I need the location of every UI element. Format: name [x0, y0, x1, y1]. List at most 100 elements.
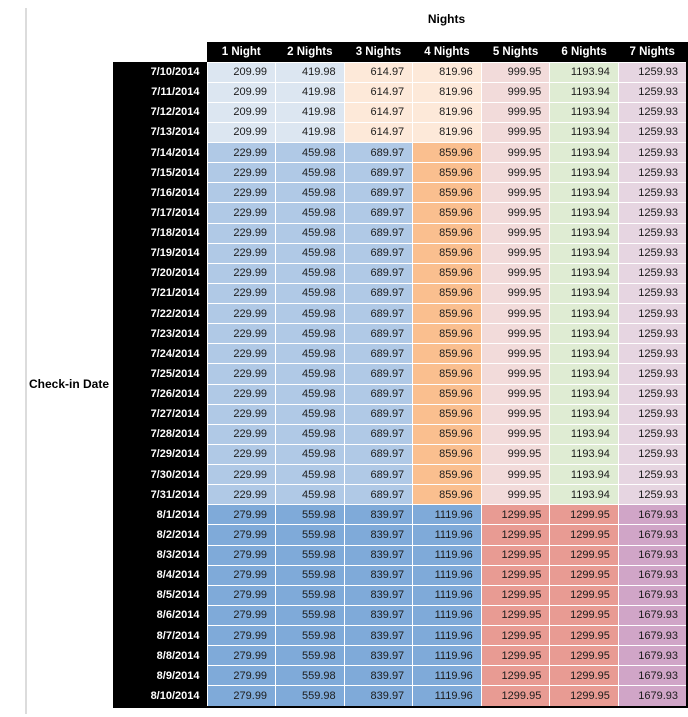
checkin-date-cell[interactable]: 7/30/2014 [113, 464, 207, 485]
price-cell[interactable]: 819.96 [412, 61, 482, 83]
price-cell[interactable]: 1119.96 [412, 604, 482, 627]
price-cell[interactable]: 999.95 [480, 423, 551, 445]
price-cell[interactable]: 1259.93 [617, 162, 688, 184]
price-cell[interactable]: 859.96 [412, 222, 482, 244]
price-cell[interactable]: 229.99 [206, 222, 277, 244]
price-cell[interactable]: 229.99 [206, 463, 277, 486]
price-cell[interactable]: 459.98 [275, 182, 345, 204]
checkin-date-cell[interactable]: 7/17/2014 [113, 202, 207, 223]
price-cell[interactable]: 279.99 [206, 685, 277, 708]
price-cell[interactable]: 229.99 [206, 141, 277, 164]
price-cell[interactable]: 1679.93 [617, 504, 688, 526]
column-header-3-nights[interactable]: 3 Nights [344, 42, 413, 62]
checkin-date-cell[interactable]: 8/10/2014 [113, 685, 207, 707]
price-cell[interactable]: 1679.93 [617, 564, 688, 586]
price-cell[interactable]: 819.96 [412, 121, 482, 144]
price-cell[interactable]: 614.97 [343, 61, 414, 83]
price-cell[interactable]: 229.99 [206, 403, 277, 425]
price-cell[interactable]: 1119.96 [412, 624, 482, 647]
checkin-date-cell[interactable]: 8/5/2014 [113, 585, 207, 606]
price-cell[interactable]: 859.96 [412, 182, 482, 204]
price-cell[interactable]: 1299.95 [480, 524, 551, 546]
price-cell[interactable]: 229.99 [206, 443, 277, 466]
checkin-date-cell[interactable]: 7/18/2014 [113, 223, 207, 244]
price-cell[interactable]: 999.95 [480, 242, 551, 264]
checkin-date-cell[interactable]: 8/3/2014 [113, 545, 207, 566]
price-cell[interactable]: 859.96 [412, 463, 482, 486]
price-cell[interactable]: 1299.95 [480, 504, 551, 526]
price-cell[interactable]: 1259.93 [617, 282, 688, 305]
price-cell[interactable]: 999.95 [480, 343, 551, 365]
price-cell[interactable]: 1299.95 [549, 604, 619, 627]
price-cell[interactable]: 1299.95 [549, 665, 619, 687]
price-cell[interactable]: 279.99 [206, 564, 277, 586]
price-cell[interactable]: 1193.94 [549, 81, 619, 103]
price-cell[interactable]: 559.98 [275, 524, 345, 546]
price-cell[interactable]: 859.96 [412, 302, 482, 325]
price-cell[interactable]: 859.96 [412, 363, 482, 385]
price-cell[interactable]: 1259.93 [617, 121, 688, 144]
price-cell[interactable]: 839.97 [343, 645, 414, 667]
checkin-date-cell[interactable]: 7/28/2014 [113, 424, 207, 445]
price-cell[interactable]: 819.96 [412, 81, 482, 103]
price-cell[interactable]: 1259.93 [617, 302, 688, 325]
price-cell[interactable]: 859.96 [412, 242, 482, 264]
checkin-date-cell[interactable]: 7/21/2014 [113, 283, 207, 304]
price-cell[interactable]: 839.97 [343, 624, 414, 647]
price-cell[interactable]: 229.99 [206, 162, 277, 184]
price-cell[interactable]: 1259.93 [617, 463, 688, 486]
price-cell[interactable]: 1299.95 [549, 564, 619, 586]
checkin-date-cell[interactable]: 7/24/2014 [113, 343, 207, 364]
price-cell[interactable]: 279.99 [206, 544, 277, 566]
price-cell[interactable]: 689.97 [343, 343, 414, 365]
price-cell[interactable]: 229.99 [206, 302, 277, 325]
price-cell[interactable]: 279.99 [206, 624, 277, 647]
price-cell[interactable]: 1193.94 [549, 262, 619, 284]
checkin-date-cell[interactable]: 7/13/2014 [113, 122, 207, 143]
price-cell[interactable]: 459.98 [275, 162, 345, 184]
price-cell[interactable]: 459.98 [275, 443, 345, 466]
price-cell[interactable]: 1193.94 [549, 222, 619, 244]
price-cell[interactable]: 1119.96 [412, 504, 482, 526]
price-cell[interactable]: 229.99 [206, 343, 277, 365]
price-cell[interactable]: 1193.94 [549, 282, 619, 305]
price-cell[interactable]: 839.97 [343, 665, 414, 687]
checkin-date-cell[interactable]: 8/1/2014 [113, 504, 207, 525]
price-cell[interactable]: 859.96 [412, 141, 482, 164]
price-cell[interactable]: 229.99 [206, 282, 277, 305]
price-cell[interactable]: 999.95 [480, 282, 551, 305]
price-cell[interactable]: 1299.95 [549, 524, 619, 546]
price-cell[interactable]: 1119.96 [412, 584, 482, 606]
price-cell[interactable]: 1193.94 [549, 141, 619, 164]
price-cell[interactable]: 1193.94 [549, 443, 619, 466]
price-cell[interactable]: 459.98 [275, 423, 345, 445]
price-cell[interactable]: 1193.94 [549, 121, 619, 144]
price-cell[interactable]: 1193.94 [549, 162, 619, 184]
price-cell[interactable]: 229.99 [206, 423, 277, 445]
price-cell[interactable]: 999.95 [480, 363, 551, 385]
price-cell[interactable]: 689.97 [343, 162, 414, 184]
price-cell[interactable]: 859.96 [412, 484, 482, 506]
price-cell[interactable]: 1193.94 [549, 463, 619, 486]
price-cell[interactable]: 1259.93 [617, 363, 688, 385]
price-cell[interactable]: 839.97 [343, 544, 414, 566]
price-cell[interactable]: 999.95 [480, 162, 551, 184]
price-cell[interactable]: 689.97 [343, 463, 414, 486]
price-cell[interactable]: 1299.95 [549, 504, 619, 526]
price-cell[interactable]: 1119.96 [412, 665, 482, 687]
price-cell[interactable]: 859.96 [412, 403, 482, 425]
price-cell[interactable]: 1259.93 [617, 262, 688, 284]
price-cell[interactable]: 859.96 [412, 262, 482, 284]
price-cell[interactable]: 1193.94 [549, 61, 619, 83]
checkin-date-cell[interactable]: 8/8/2014 [113, 645, 207, 666]
checkin-date-cell[interactable]: 7/23/2014 [113, 323, 207, 344]
price-cell[interactable]: 999.95 [480, 202, 551, 224]
price-cell[interactable]: 1299.95 [480, 584, 551, 606]
price-cell[interactable]: 819.96 [412, 101, 482, 123]
price-cell[interactable]: 1259.93 [617, 323, 688, 345]
price-cell[interactable]: 689.97 [343, 403, 414, 425]
price-cell[interactable]: 459.98 [275, 463, 345, 486]
price-cell[interactable]: 1259.93 [617, 222, 688, 244]
checkin-date-cell[interactable]: 7/25/2014 [113, 363, 207, 384]
price-cell[interactable]: 1259.93 [617, 484, 688, 506]
